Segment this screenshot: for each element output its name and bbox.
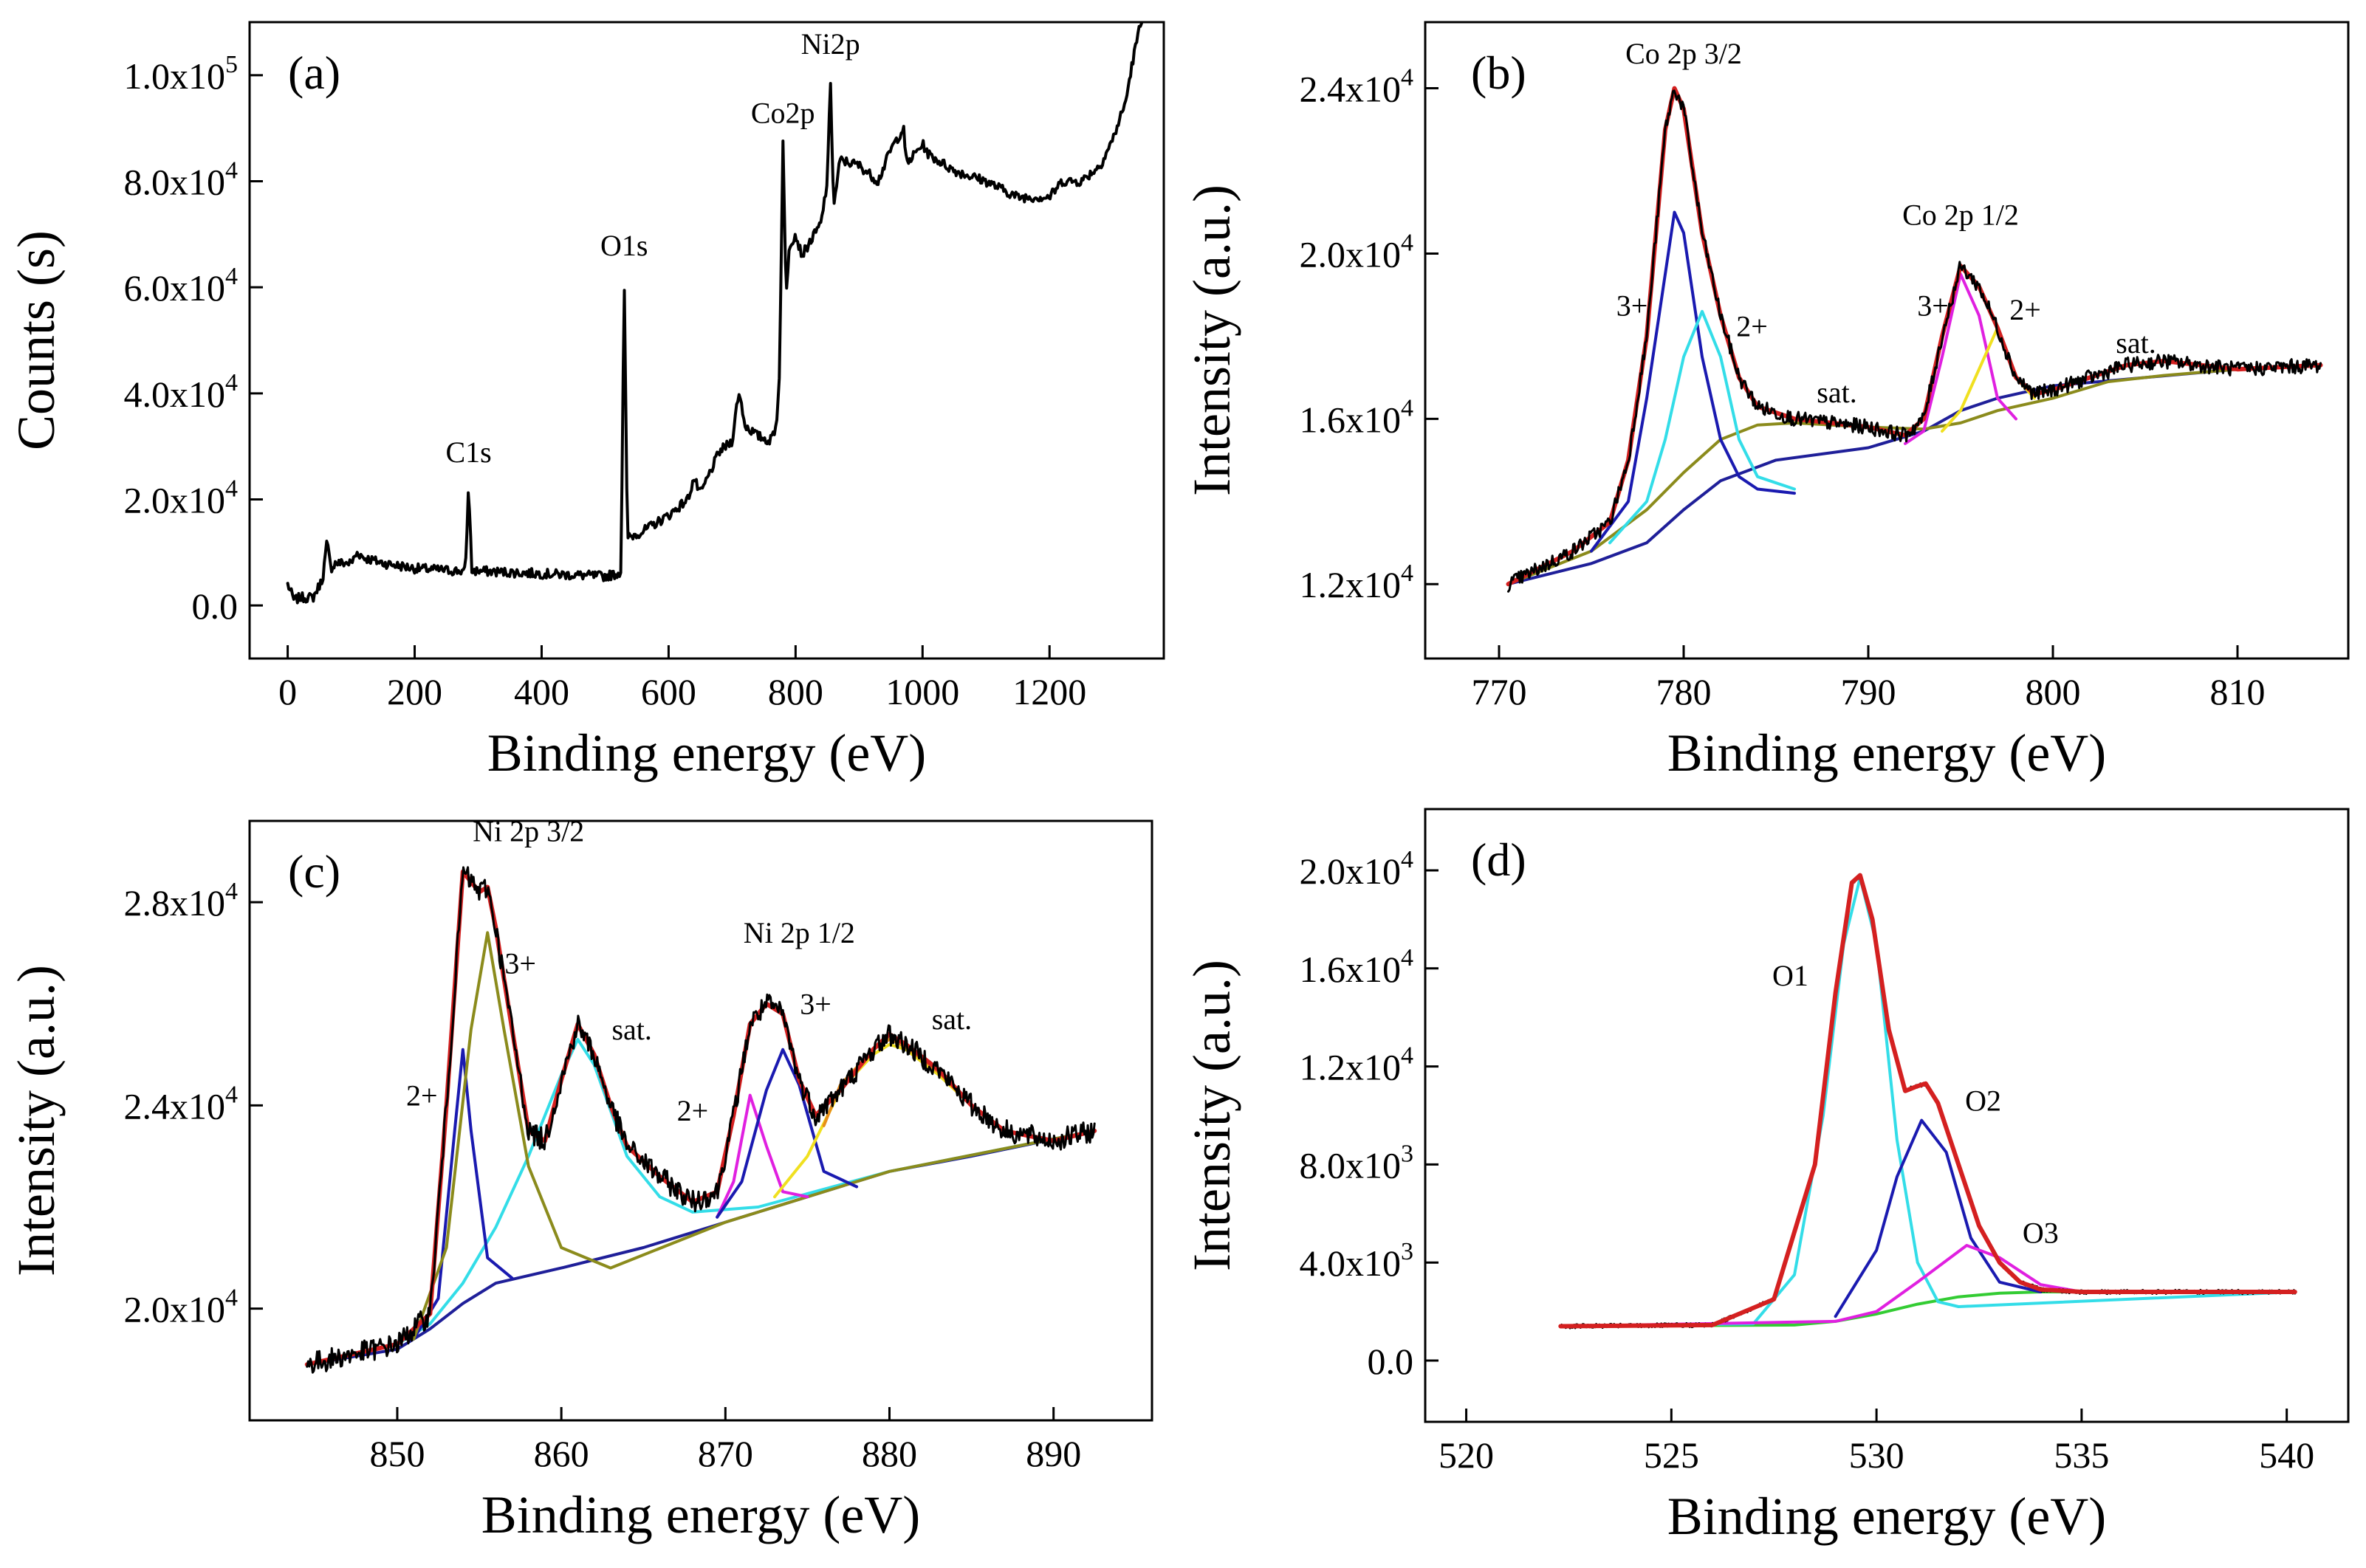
y-axis-title: Intensity (a.u.) — [1182, 960, 1241, 1271]
series-satellite-2p3-2 — [305, 1037, 1097, 1366]
series-fit-envelope — [1558, 873, 2297, 1329]
y-tick-label: 2.0x104 — [124, 475, 239, 521]
y-tick-label: 1.2x104 — [1300, 1042, 1414, 1088]
peak-annotation: 2+ — [677, 1094, 709, 1127]
panel-label: (c) — [288, 845, 340, 898]
x-axis-title: Binding energy (eV) — [487, 723, 927, 783]
panel-a-survey: 0 200 400 600 800 1000 1200 0.0 2.0x104 4.0x104 6.… — [7, 21, 1165, 783]
peak-annotation: 2+ — [2009, 293, 2041, 326]
peak-annotation: 2+ — [1736, 309, 1768, 343]
peak-annotation: 3+ — [504, 946, 536, 980]
y-tick-label: 2.4x104 — [124, 1081, 239, 1127]
peak-annotation: sat. — [2116, 326, 2156, 360]
peak-annotation: O1 — [1772, 959, 1808, 992]
y-tick-label: 4.0x103 — [1300, 1238, 1414, 1284]
y-axis-title: Intensity (a.u.) — [7, 965, 66, 1276]
y-tick-label: 1.6x104 — [1300, 394, 1414, 440]
peak-annotation: O1s — [600, 229, 648, 262]
plot-frame — [248, 819, 1153, 1422]
y-tick-label: 2.8x104 — [124, 878, 239, 924]
peak-annotation: Ni 2p 1/2 — [744, 916, 855, 949]
peak-annotation: Co 2p 1/2 — [1902, 198, 2019, 231]
y-tick-label: 2.0x104 — [1300, 229, 1414, 275]
panel-label: (d) — [1471, 833, 1526, 886]
series-background — [1559, 1290, 2297, 1328]
x-tick-label: 780 — [1656, 671, 1712, 712]
panel-c-ni2p: 850 860 870 880 890 2.0x104 2.4x104 2.8x104 Bind… — [7, 815, 1153, 1544]
x-tick-label: 800 — [2026, 671, 2081, 712]
x-tick-label: 850 — [369, 1433, 425, 1474]
peak-annotation: O3 — [2023, 1217, 2059, 1250]
x-tick-label: 600 — [641, 671, 696, 712]
x-tick-label: 400 — [514, 671, 569, 712]
y-tick-label: 0.0 — [1368, 1341, 1414, 1382]
y-tick-label: 1.0x105 — [124, 51, 239, 97]
peak-annotation: Co 2p 3/2 — [1625, 37, 1742, 70]
x-axis-title: Binding energy (eV) — [1667, 723, 2107, 783]
panel-d-o1s: 520 525 530 535 540 0.0 4.0x103 8.0x103 1.2x104 1… — [1182, 808, 2350, 1546]
peak-annotation: 2+ — [406, 1079, 438, 1112]
series-o2 — [1834, 1118, 2043, 1318]
x-tick-label: 890 — [1026, 1433, 1081, 1474]
series-ni3-2p1-2 — [716, 1048, 859, 1219]
x-tick-label: 790 — [1841, 671, 1896, 712]
x-tick-label: 860 — [534, 1433, 589, 1474]
x-tick-label: 770 — [1472, 671, 1527, 712]
x-axis-title: Binding energy (eV) — [481, 1485, 921, 1544]
series-measured — [306, 866, 1096, 1374]
x-tick-label: 810 — [2210, 671, 2266, 712]
series-measured — [1507, 89, 2322, 593]
y-tick-label: 2.0x104 — [124, 1285, 239, 1330]
y-tick-label: 1.6x104 — [1300, 944, 1414, 990]
series-ni2-2p3-2 — [412, 1048, 514, 1341]
x-tick-label: 520 — [1439, 1434, 1494, 1476]
peak-annotation: sat. — [611, 1013, 651, 1046]
peak-annotation: sat. — [932, 1003, 972, 1036]
peak-annotation: Ni 2p 3/2 — [473, 815, 584, 848]
panel-label: (b) — [1471, 47, 1526, 99]
peak-annotation: 3+ — [1616, 289, 1648, 322]
peak-annotation: 3+ — [800, 987, 831, 1020]
peak-annotation: Co2p — [751, 96, 815, 129]
plot-frame — [1424, 21, 2350, 660]
peak-annotation: sat. — [1817, 376, 1856, 409]
series-co2-2p3-2 — [1608, 309, 1796, 545]
plot-frame — [248, 21, 1165, 660]
y-tick-label: 1.2x104 — [1300, 560, 1414, 605]
x-tick-label: 870 — [698, 1433, 753, 1474]
y-tick-label: 4.0x104 — [124, 369, 239, 415]
x-tick-label: 200 — [387, 671, 442, 712]
y-tick-label: 0.0 — [192, 585, 239, 627]
x-tick-label: 525 — [1644, 1434, 1699, 1476]
y-tick-label: 8.0x103 — [1300, 1140, 1414, 1186]
y-tick-label: 2.0x104 — [1300, 846, 1414, 892]
peak-annotation: Ni2p — [801, 27, 860, 61]
peak-annotation: O2 — [1965, 1084, 2001, 1117]
panel-b-co2p: 770 780 790 800 810 1.2x104 1.6x104 2.0x104 2.4x… — [1182, 21, 2350, 783]
peak-annotation: C1s — [445, 436, 491, 469]
plot-frame — [1424, 808, 2350, 1423]
panel-label: (a) — [288, 47, 340, 99]
x-tick-label: 535 — [2054, 1434, 2109, 1476]
x-tick-label: 1000 — [885, 671, 959, 712]
series-co3-2p3-2 — [1590, 210, 1796, 553]
y-tick-label: 8.0x104 — [124, 157, 239, 203]
x-tick-label: 0 — [278, 671, 297, 712]
y-axis-title: Counts (s) — [7, 230, 66, 450]
peak-annotation: 3+ — [1917, 289, 1949, 322]
y-axis-title: Intensity (a.u.) — [1182, 185, 1241, 496]
x-tick-label: 880 — [862, 1433, 917, 1474]
x-tick-label: 530 — [1849, 1434, 1904, 1476]
y-tick-label: 2.4x104 — [1300, 64, 1414, 110]
x-tick-label: 540 — [2259, 1434, 2314, 1476]
x-axis-title: Binding energy (eV) — [1667, 1487, 2107, 1546]
x-tick-label: 800 — [768, 671, 823, 712]
y-tick-label: 6.0x104 — [124, 263, 239, 309]
x-tick-label: 1200 — [1012, 671, 1086, 712]
series-ni3-2p3-2 — [412, 931, 1097, 1341]
series-survey — [286, 22, 1143, 605]
